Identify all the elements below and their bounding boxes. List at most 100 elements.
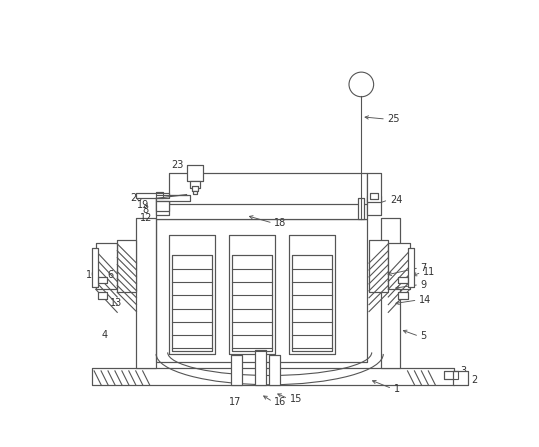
Text: 11: 11	[423, 267, 435, 277]
Bar	[398, 277, 407, 283]
Bar	[156, 192, 163, 198]
Bar	[231, 355, 242, 385]
Bar	[95, 243, 117, 289]
Text: 4: 4	[101, 330, 107, 340]
Bar	[156, 219, 367, 362]
Bar	[232, 255, 272, 351]
Bar	[169, 173, 368, 204]
Bar	[156, 196, 169, 215]
Bar	[444, 371, 458, 379]
Bar	[192, 186, 198, 191]
Bar	[172, 255, 212, 351]
Bar	[192, 186, 198, 191]
Bar	[95, 243, 117, 289]
Bar	[369, 240, 388, 292]
Bar	[232, 255, 272, 351]
Text: 16: 16	[274, 396, 287, 407]
Text: 9: 9	[420, 280, 427, 290]
Bar	[229, 235, 275, 354]
Bar	[444, 371, 458, 379]
Text: 10: 10	[86, 270, 98, 280]
Text: 7: 7	[420, 263, 427, 273]
Bar	[358, 198, 364, 219]
Bar	[172, 255, 212, 351]
Bar	[98, 277, 107, 283]
Bar	[255, 350, 266, 385]
Bar	[194, 191, 197, 194]
Text: 21: 21	[213, 183, 226, 194]
Bar	[255, 350, 266, 385]
Bar	[98, 292, 107, 299]
Bar	[388, 243, 410, 289]
Text: 18: 18	[274, 218, 287, 228]
Bar	[92, 249, 98, 287]
Bar	[368, 173, 381, 202]
Text: 3: 3	[460, 366, 466, 376]
Bar	[398, 292, 407, 299]
Text: 14: 14	[419, 295, 431, 305]
Bar	[381, 218, 400, 368]
Bar	[92, 249, 98, 287]
Bar	[453, 371, 468, 385]
Text: 6: 6	[107, 270, 113, 280]
Bar	[289, 235, 335, 354]
Bar	[98, 277, 107, 283]
Bar	[92, 368, 454, 385]
Text: 8: 8	[143, 205, 149, 215]
Bar	[190, 181, 201, 188]
Bar	[292, 255, 332, 351]
Bar	[388, 243, 410, 289]
Bar	[169, 235, 215, 354]
Bar	[156, 202, 169, 211]
Bar	[136, 193, 169, 198]
Bar	[186, 165, 203, 181]
Text: 19: 19	[136, 199, 149, 210]
Text: 5: 5	[420, 331, 427, 341]
Bar	[229, 235, 275, 354]
Bar	[169, 235, 215, 354]
Bar	[370, 193, 378, 199]
Bar	[368, 173, 381, 202]
Bar	[370, 193, 378, 199]
Bar	[368, 196, 381, 215]
Bar	[289, 235, 335, 354]
Bar	[156, 195, 190, 202]
Text: 13: 13	[110, 298, 122, 308]
Bar	[292, 255, 332, 351]
Bar	[369, 240, 388, 292]
Text: 12: 12	[140, 213, 153, 223]
Bar	[156, 196, 367, 219]
Bar	[156, 196, 169, 215]
Bar	[269, 355, 280, 385]
Text: 25: 25	[388, 114, 400, 124]
Text: 24: 24	[390, 195, 402, 205]
Bar	[92, 368, 454, 385]
Bar	[231, 355, 242, 385]
Bar	[194, 191, 197, 194]
Bar	[156, 219, 367, 362]
Bar	[269, 355, 280, 385]
Bar	[117, 240, 136, 292]
Bar	[156, 192, 163, 198]
Bar	[156, 202, 169, 211]
Bar	[136, 193, 169, 198]
Bar	[453, 371, 468, 385]
Bar	[398, 277, 407, 283]
Bar	[190, 181, 201, 188]
Bar	[169, 173, 368, 204]
Text: 23: 23	[171, 160, 183, 170]
Text: 17: 17	[229, 397, 241, 408]
Bar	[156, 196, 367, 219]
Bar	[407, 249, 414, 287]
Text: 2: 2	[472, 375, 478, 385]
Text: 22: 22	[213, 177, 226, 186]
Bar	[398, 292, 407, 299]
Bar	[186, 165, 203, 181]
Bar	[136, 218, 156, 368]
Bar	[358, 198, 364, 219]
Bar	[98, 292, 107, 299]
Bar	[407, 249, 414, 287]
Bar	[381, 218, 400, 368]
Text: 20: 20	[130, 194, 143, 203]
Text: 1: 1	[393, 384, 400, 394]
